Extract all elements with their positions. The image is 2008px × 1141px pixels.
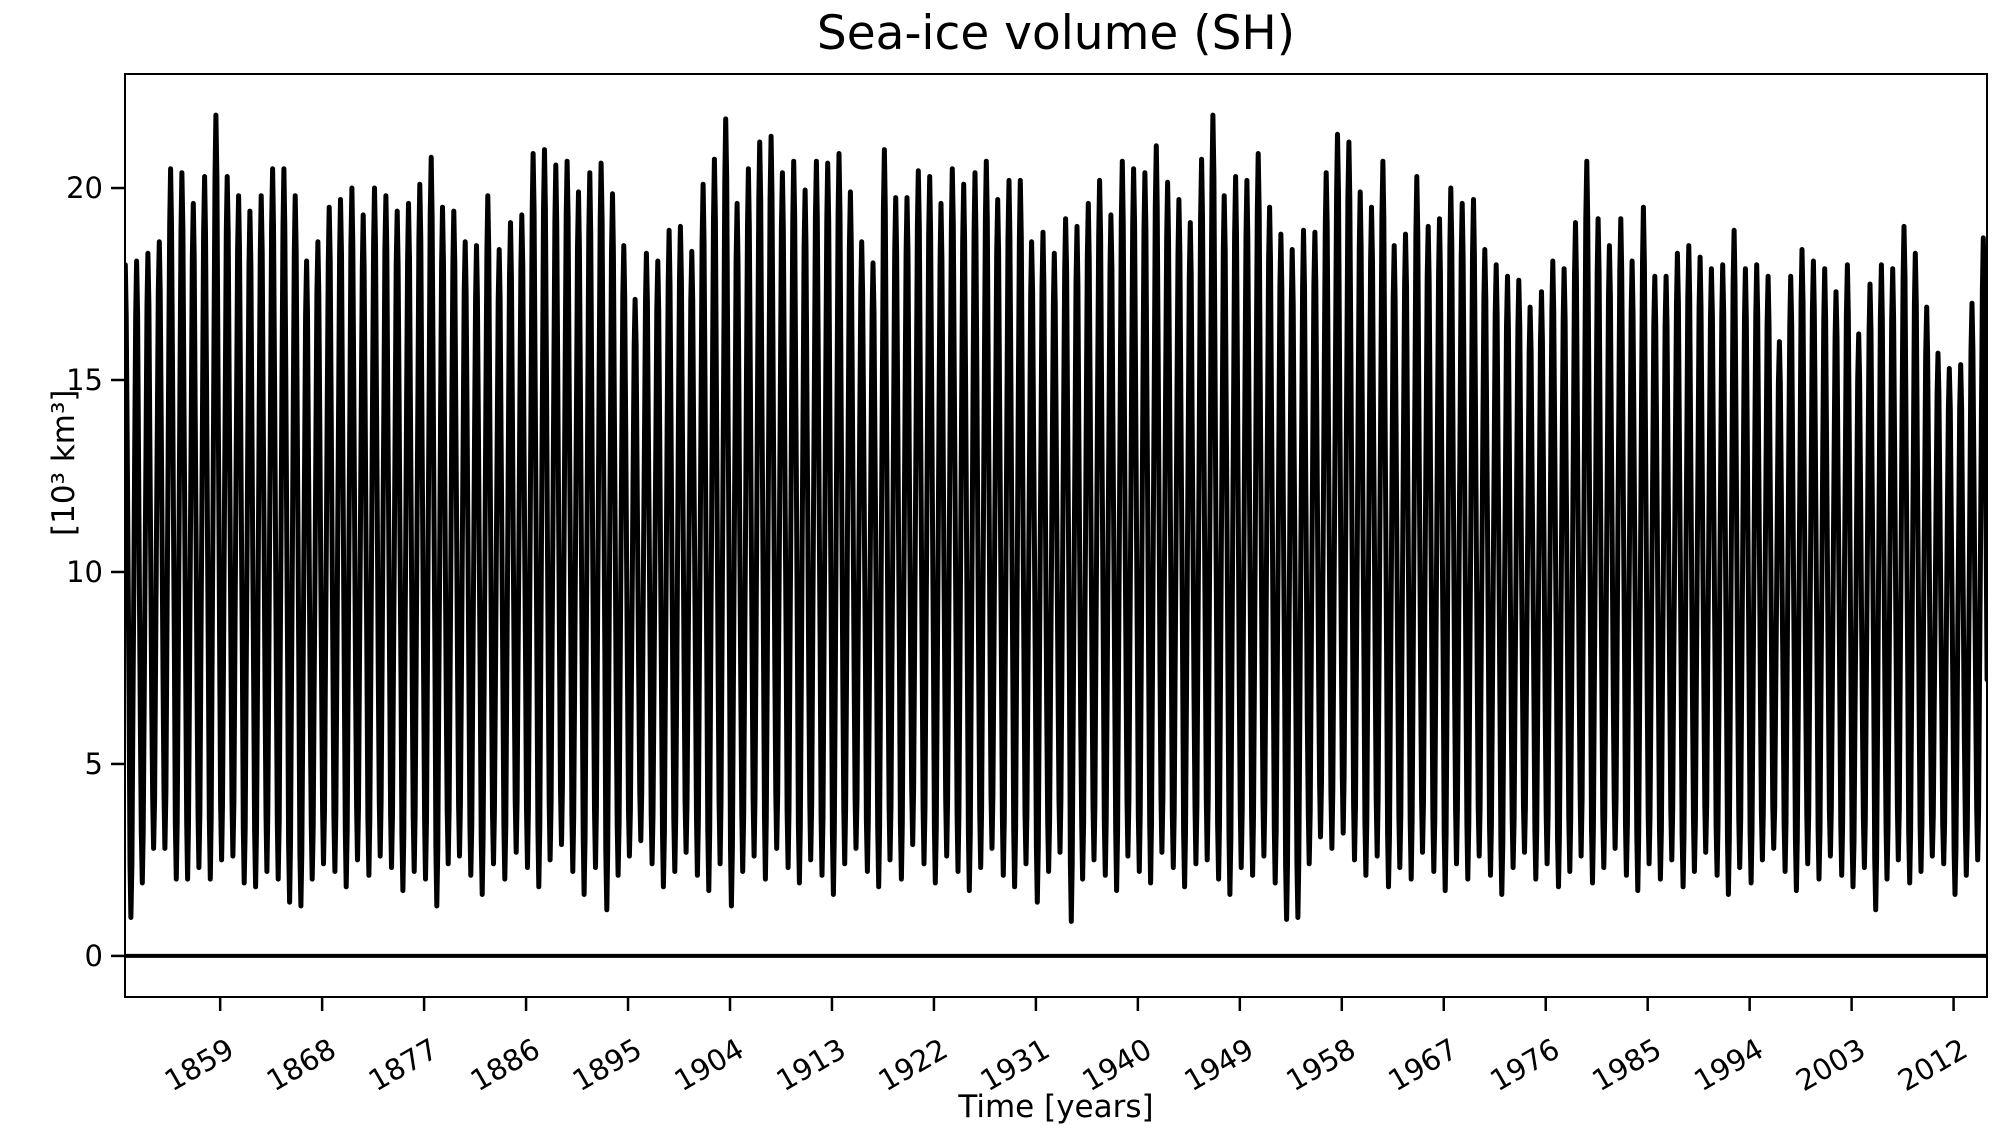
y-tick-label: 5 <box>85 747 103 781</box>
y-axis-label: [10³ km³] <box>46 389 82 537</box>
y-tick-label: 0 <box>85 939 103 973</box>
y-tick-label: 20 <box>66 171 103 205</box>
sea-ice-volume-line <box>125 112 1987 924</box>
y-tick-label: 10 <box>66 555 103 589</box>
axes-spines <box>124 73 1988 998</box>
y-tick-label: 15 <box>66 363 103 397</box>
chart-title: Sea-ice volume (SH) <box>816 6 1296 61</box>
x-axis-label: Time [years] <box>958 1089 1154 1125</box>
